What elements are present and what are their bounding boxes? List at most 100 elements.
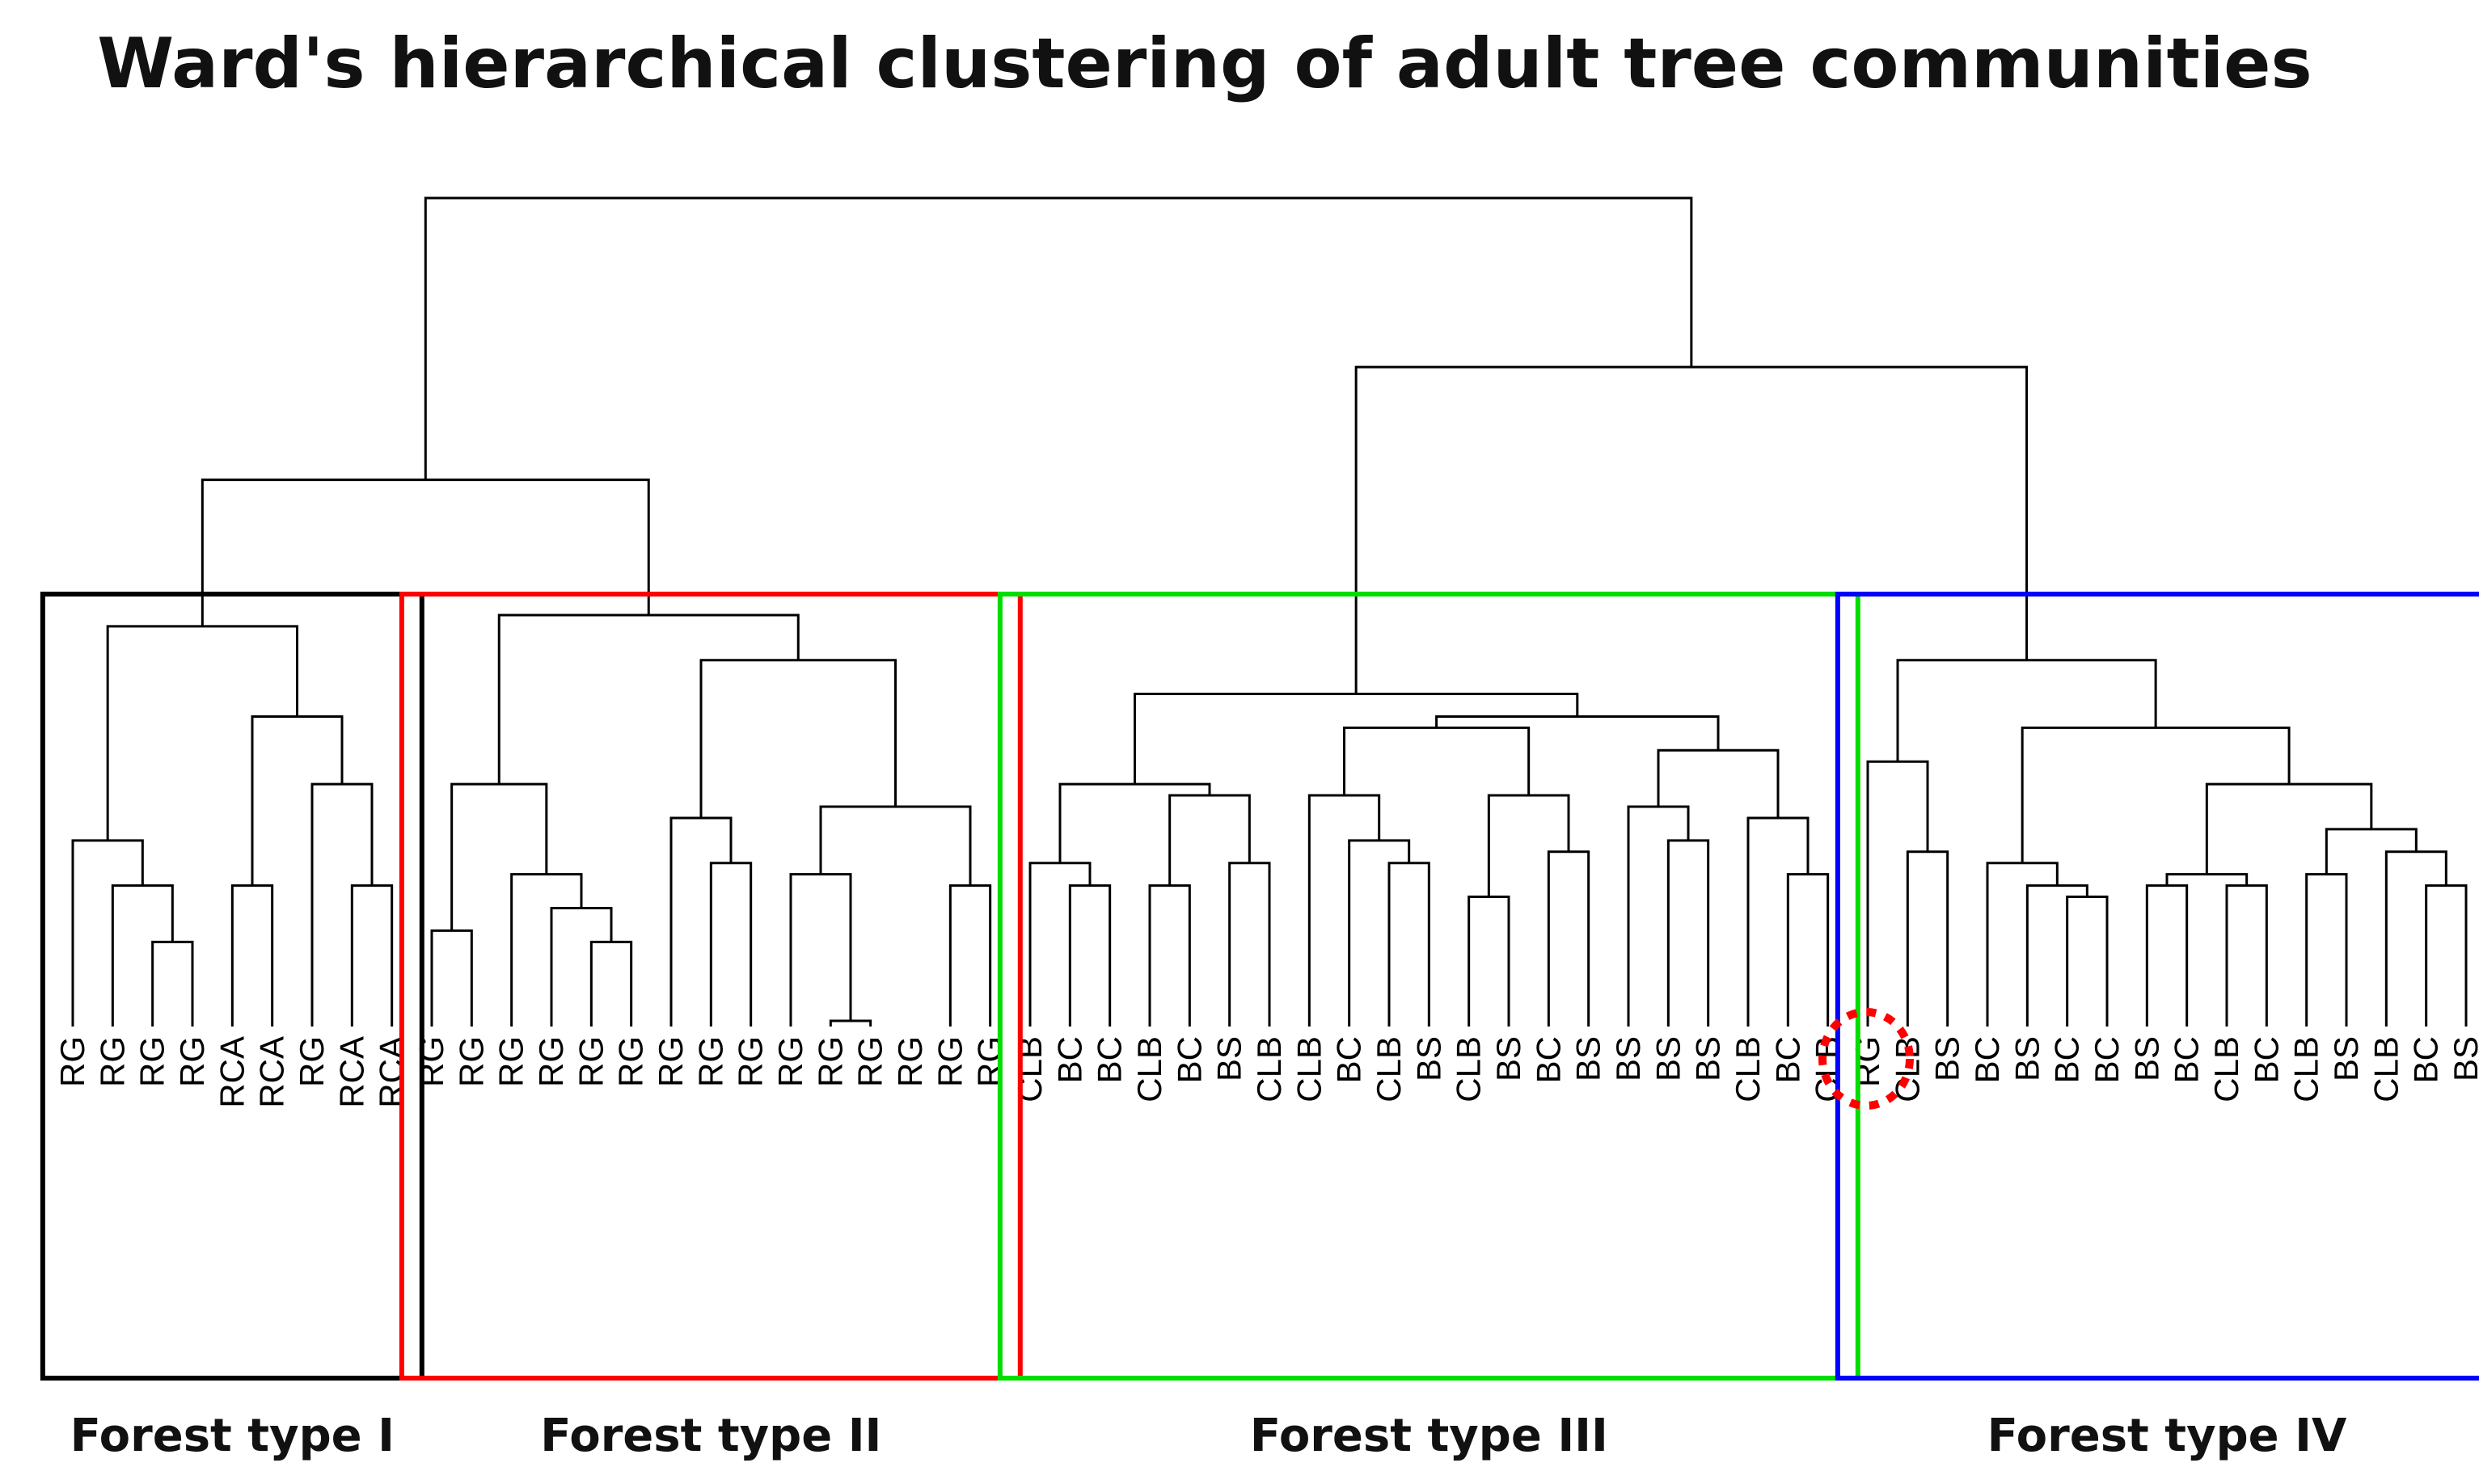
leaf-label: RG bbox=[652, 1036, 690, 1087]
forest-type-box bbox=[40, 592, 424, 1381]
dendrogram-link bbox=[1068, 884, 1112, 1027]
leaf-label: RG bbox=[612, 1036, 650, 1087]
dendrogram-link bbox=[550, 907, 613, 1027]
leaf-label: CLB bbox=[1130, 1036, 1168, 1102]
dendrogram-link bbox=[350, 884, 394, 1027]
leaf-label: CLB bbox=[1250, 1036, 1288, 1102]
dendrogram-link bbox=[1343, 726, 1531, 796]
dendrogram-link bbox=[151, 940, 194, 1027]
leaf-label: RG bbox=[771, 1036, 809, 1087]
leaf-label: BS bbox=[2008, 1036, 2046, 1081]
dendrogram-link bbox=[1896, 659, 2157, 762]
dendrogram-link bbox=[2384, 850, 2447, 1027]
leaf-label: CLB bbox=[1011, 1036, 1049, 1102]
dendrogram-link bbox=[1786, 873, 1830, 1027]
leaf-label: BC bbox=[2168, 1036, 2206, 1083]
forest-type-label: Forest type II bbox=[540, 1410, 881, 1462]
dendrogram-link bbox=[699, 659, 897, 818]
dendrogram-link bbox=[1354, 365, 2029, 694]
leaf-label: BC bbox=[1170, 1036, 1208, 1083]
chart-title: Ward's hierarchical clustering of adult … bbox=[97, 23, 2312, 104]
dendrogram-link bbox=[2305, 873, 2348, 1027]
leaf-label: BS bbox=[1409, 1036, 1447, 1081]
leaf-label: BS bbox=[2127, 1036, 2165, 1081]
group-labels: Forest type I Forest type II Forest type I… bbox=[70, 1410, 2347, 1462]
dendrogram-link bbox=[111, 884, 174, 1027]
dendrogram-link bbox=[2425, 884, 2468, 1027]
leaf-label: CLB bbox=[1729, 1036, 1767, 1102]
leaf-label: RG bbox=[133, 1036, 171, 1087]
dendrogram-link bbox=[829, 1019, 872, 1027]
dendrogram-link bbox=[2165, 873, 2249, 886]
dendrogram-link bbox=[1547, 850, 1590, 1027]
leaf-label: RG bbox=[173, 1036, 211, 1087]
dendrogram-link bbox=[310, 782, 374, 1027]
dendrogram-link bbox=[948, 884, 992, 1027]
dendrogram-link bbox=[2145, 884, 2189, 1027]
dendrogram-link bbox=[1468, 896, 1510, 1027]
forest-type-box bbox=[399, 592, 1023, 1381]
leaf-label: RG bbox=[691, 1036, 729, 1087]
leaf-label: CLB bbox=[1450, 1036, 1488, 1102]
dendrogram-link bbox=[2021, 726, 2291, 863]
forest-type-box bbox=[997, 592, 1860, 1381]
dendrogram-link bbox=[106, 625, 298, 841]
leaf-label: RG bbox=[732, 1036, 770, 1087]
dendrogram-link bbox=[2025, 884, 2088, 1027]
dendrogram-link bbox=[2225, 884, 2268, 1027]
leaf-label: RG bbox=[891, 1036, 929, 1087]
leaf-label: BS bbox=[1210, 1036, 1248, 1081]
leaf-label: BS bbox=[2447, 1036, 2479, 1081]
leaf-label: BS bbox=[2327, 1036, 2365, 1081]
leaf-label: RCA bbox=[213, 1036, 251, 1108]
leaf-label: BC bbox=[1968, 1036, 2006, 1083]
leaf-label: RG bbox=[532, 1036, 570, 1087]
forest-type-label: Forest type I bbox=[70, 1410, 395, 1462]
dendrogram-link bbox=[1435, 715, 1720, 751]
leaf-label: RG bbox=[851, 1036, 889, 1087]
dendrogram-link bbox=[1906, 850, 1949, 1027]
leaf-label: BC bbox=[1050, 1036, 1088, 1083]
leaf-label: RG bbox=[293, 1036, 331, 1087]
leaf-label: BC bbox=[1330, 1036, 1368, 1083]
leaf-label: BS bbox=[1649, 1036, 1687, 1081]
leaf-label: CLB bbox=[2287, 1036, 2325, 1102]
dendrogram-link bbox=[1657, 748, 1780, 818]
dendrogram-link bbox=[497, 613, 800, 785]
dendrogram-link bbox=[1228, 862, 1271, 1027]
leaf-label: BC bbox=[2247, 1036, 2285, 1083]
dendrogram-link bbox=[430, 929, 473, 1027]
leaf-label: BS bbox=[1689, 1036, 1727, 1081]
dendrogram-link bbox=[1028, 862, 1092, 1027]
leaf-label: BS bbox=[1928, 1036, 1966, 1081]
leaf-labels: RG RG RG RG RCA RCA RG RCA RCA RG RG RG RG RG RG RG RG RG… bbox=[53, 1036, 2479, 1108]
dendrogram-link bbox=[2325, 828, 2418, 875]
leaf-label: RCA bbox=[332, 1036, 370, 1108]
leaf-label: BC bbox=[1768, 1036, 1806, 1083]
dendrogram-link bbox=[450, 782, 548, 931]
dendrogram-link bbox=[1866, 760, 1929, 1027]
forest-type-label: Forest type III bbox=[1250, 1410, 1608, 1462]
dendrogram-link bbox=[669, 816, 733, 1027]
leaf-label: RCA bbox=[373, 1036, 411, 1108]
dendrogram-link bbox=[1307, 794, 1381, 1027]
leaf-label: BS bbox=[1489, 1036, 1527, 1081]
leaf-label: RG bbox=[572, 1036, 610, 1087]
dendrogram-link bbox=[1746, 816, 1810, 1027]
dendrogram-link bbox=[201, 479, 650, 626]
dendrogram-link bbox=[1487, 794, 1570, 897]
leaf-label: CLB bbox=[1290, 1036, 1328, 1102]
leaf-label: CLB bbox=[1370, 1036, 1408, 1102]
dendrogram-link bbox=[1387, 862, 1430, 1027]
dendrogram-link bbox=[589, 940, 633, 1027]
leaf-label: BS bbox=[1569, 1036, 1607, 1081]
dendrogram-link bbox=[709, 862, 753, 1027]
dendrogram-link bbox=[1148, 884, 1191, 1027]
dendrogram-links bbox=[71, 196, 2468, 1027]
dendrogram-link bbox=[424, 196, 1693, 480]
dendrogram-link bbox=[230, 884, 274, 1027]
forest-type-box bbox=[1835, 592, 2479, 1381]
dendrogram-link bbox=[510, 873, 583, 1027]
dendrogram-link bbox=[71, 839, 144, 1027]
